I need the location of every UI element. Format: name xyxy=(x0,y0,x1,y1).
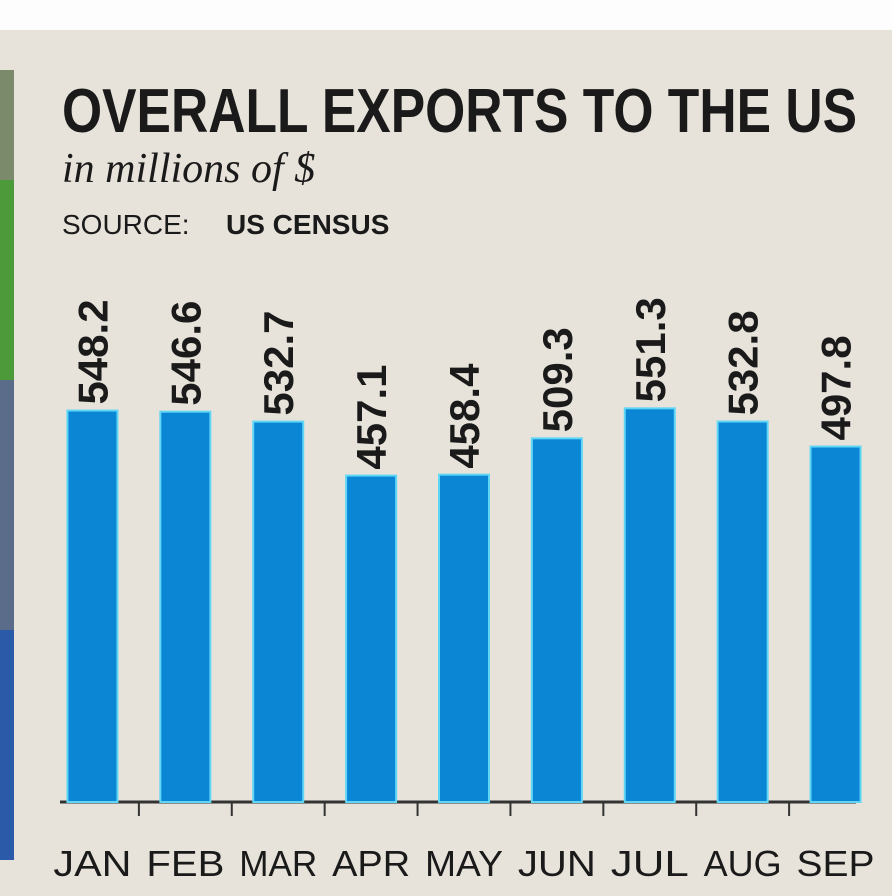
bar xyxy=(438,473,490,803)
bar xyxy=(345,474,398,803)
photo-edge xyxy=(0,70,14,180)
value-label: 532.7 xyxy=(255,311,302,416)
value-label: 458.4 xyxy=(441,363,488,469)
x-tick-label: MAR xyxy=(239,843,317,884)
x-tick-label: APR xyxy=(332,843,410,884)
value-label: 509.3 xyxy=(534,327,581,432)
value-label: 546.6 xyxy=(162,301,209,406)
value-label: 551.3 xyxy=(627,297,674,402)
chart-title: OVERALL EXPORTS TO THE US xyxy=(62,77,857,146)
photo-edge xyxy=(0,380,14,630)
value-label: 548.2 xyxy=(69,299,116,404)
bar xyxy=(716,420,769,803)
bar xyxy=(252,420,305,803)
source: US CENSUS xyxy=(226,209,389,240)
x-tick-label: FEB xyxy=(146,843,224,884)
photo-edge xyxy=(0,630,14,860)
bar xyxy=(159,410,212,803)
x-tick-label: JAN xyxy=(53,843,131,884)
x-tick-label: AUG xyxy=(704,843,782,884)
value-label: 497.8 xyxy=(813,335,860,440)
value-label: 532.8 xyxy=(720,310,767,415)
bar xyxy=(530,437,583,803)
x-tick-label: JUN xyxy=(518,843,596,884)
subtitle: in millions of $ xyxy=(62,146,315,192)
photo-edge xyxy=(0,180,14,380)
x-tick-label: SEP xyxy=(797,843,875,884)
top-strip xyxy=(0,0,892,30)
bar xyxy=(623,407,676,803)
value-label: 457.1 xyxy=(348,364,395,469)
bar xyxy=(809,445,862,803)
source-label: SOURCE: xyxy=(62,209,190,240)
x-tick-label: MAY xyxy=(425,843,503,884)
bar xyxy=(66,409,119,803)
x-tick-label: JUL xyxy=(611,843,689,884)
